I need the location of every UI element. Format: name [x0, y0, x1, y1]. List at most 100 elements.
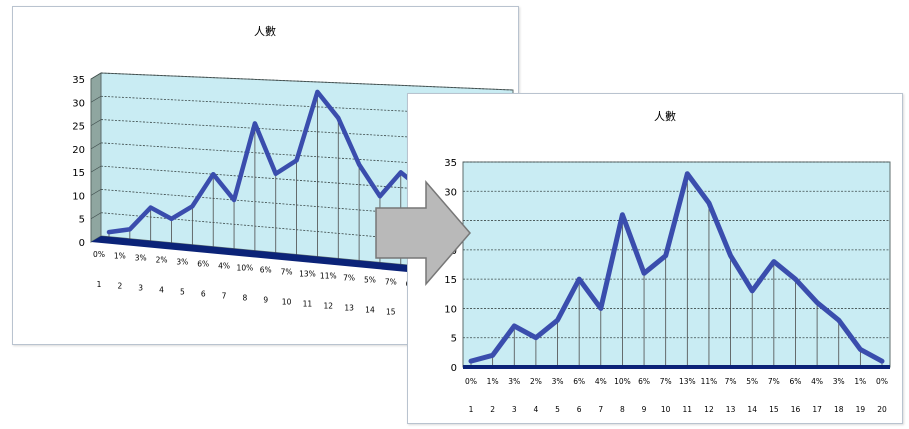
x-tick-label: 7: [222, 292, 227, 301]
percent-label: 13%: [679, 377, 696, 386]
x-tick-label: 3: [138, 284, 143, 293]
y-tick-label: 0: [451, 363, 457, 374]
percent-label: 3%: [135, 254, 147, 263]
percent-label: 2%: [156, 256, 168, 265]
x-tick-label: 18: [834, 405, 844, 414]
y-tick-label: 30: [444, 187, 457, 198]
x-tick-label: 8: [243, 294, 248, 303]
percent-label: 11%: [320, 271, 337, 280]
y-tick-label: 10: [72, 191, 85, 202]
x-tick-label: 7: [598, 405, 603, 414]
chart-svg: 人數051015202530350%11%23%32%43%56%64%710%…: [444, 110, 891, 414]
percent-label: 7%: [281, 268, 293, 277]
x-tick-label: 4: [159, 286, 164, 295]
x-tick-label: 9: [642, 405, 647, 414]
percent-label: 2%: [530, 377, 542, 386]
x-tick-label: 14: [747, 405, 757, 414]
x-tick-label: 5: [180, 288, 185, 297]
chart-title: 人數: [254, 25, 276, 38]
plot-area: [462, 161, 891, 368]
wall-gridline: [90, 142, 102, 150]
x-tick-label: 10: [282, 298, 292, 307]
x-tick-label: 8: [620, 405, 625, 414]
percent-label: 5%: [746, 377, 758, 386]
percent-label: 1%: [114, 252, 126, 261]
x-tick-label: 20: [877, 405, 887, 414]
x-tick-label: 2: [490, 405, 495, 414]
x-tick-label: 11: [303, 299, 313, 308]
percent-label: 7%: [385, 277, 397, 286]
percent-label: 10%: [614, 377, 631, 386]
x-tick-label: 1: [469, 405, 474, 414]
percent-label: 6%: [197, 260, 209, 269]
y-tick-label: 0: [79, 238, 85, 249]
x-tick-label: 15: [769, 405, 779, 414]
y-tick-label: 15: [72, 168, 85, 179]
x-tick-label: 12: [323, 301, 333, 310]
x-tick-label: 1: [97, 280, 102, 289]
side-wall: [90, 72, 102, 243]
chart-title: 人數: [654, 110, 676, 123]
chart-after-2d: 人數051015202530350%11%23%32%43%56%64%710%…: [407, 93, 903, 424]
x-tick-label: 19: [856, 405, 866, 414]
percent-label: 10%: [237, 264, 254, 273]
x-tick-label: 15: [386, 307, 396, 316]
percent-label: 4%: [595, 377, 607, 386]
wall-gridline: [90, 165, 102, 173]
wall-gridline: [90, 189, 102, 196]
wall-gridline: [90, 72, 102, 80]
x-tick-label: 4: [534, 405, 539, 414]
percent-label: 1%: [487, 377, 499, 386]
percent-label: 6%: [573, 377, 585, 386]
right-arrow-icon: [375, 180, 471, 286]
x-tick-label: 16: [791, 405, 801, 414]
percent-label: 6%: [638, 377, 650, 386]
x-tick-label: 14: [365, 305, 375, 314]
percent-label: 3%: [552, 377, 564, 386]
percent-label: 5%: [364, 275, 376, 284]
percent-label: 7%: [343, 273, 355, 282]
y-tick-label: 5: [451, 334, 457, 345]
wall-gridline: [90, 119, 102, 126]
percent-label: 3%: [508, 377, 520, 386]
percent-label: 7%: [768, 377, 780, 386]
wall-gridline: [90, 212, 102, 219]
percent-label: 3%: [176, 258, 188, 267]
series-line: [468, 171, 885, 364]
percent-label: 13%: [299, 269, 316, 278]
percent-label: 6%: [260, 266, 272, 275]
y-tick-label: 15: [444, 275, 457, 286]
percent-label: 6%: [790, 377, 802, 386]
arrow-shape: [375, 180, 471, 286]
x-tick-label: 17: [812, 405, 822, 414]
percent-label: 7%: [660, 377, 672, 386]
y-tick-label: 5: [79, 215, 85, 226]
y-tick-label: 25: [72, 122, 85, 133]
y-tick-label: 30: [72, 98, 85, 109]
x-tick-label: 2: [117, 282, 122, 291]
x-tick-label: 13: [726, 405, 736, 414]
wall-gridline: [90, 96, 102, 103]
percent-label: 1%: [854, 377, 866, 386]
x-tick-label: 11: [683, 405, 693, 414]
x-tick-label: 6: [201, 290, 206, 299]
percent-label: 3%: [833, 377, 845, 386]
percent-label: 0%: [876, 377, 888, 386]
x-tick-label: 13: [344, 303, 354, 312]
y-tick-label: 35: [72, 75, 85, 86]
percent-label: 11%: [701, 377, 718, 386]
x-tick-label: 3: [512, 405, 517, 414]
gridline: [100, 72, 514, 91]
x-tick-label: 9: [263, 296, 268, 305]
x-tick-label: 10: [661, 405, 671, 414]
percent-label: 4%: [218, 262, 230, 271]
x-tick-label: 6: [577, 405, 582, 414]
x-tick-label: 12: [704, 405, 714, 414]
y-tick-label: 10: [444, 304, 457, 315]
y-tick-label: 20: [72, 145, 85, 156]
percent-label: 4%: [811, 377, 823, 386]
percent-label: 0%: [465, 377, 477, 386]
y-tick-label: 35: [444, 158, 457, 169]
percent-label: 7%: [725, 377, 737, 386]
percent-label: 0%: [93, 250, 105, 259]
